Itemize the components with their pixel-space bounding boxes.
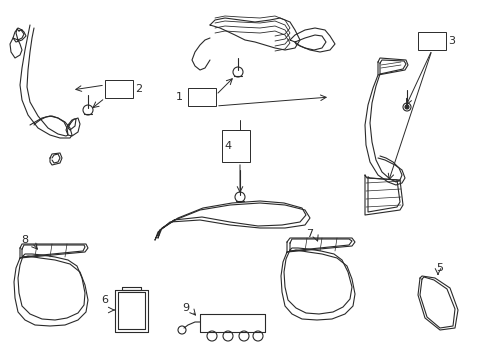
Text: 7: 7: [306, 229, 313, 239]
Text: 5: 5: [436, 263, 443, 273]
Text: 9: 9: [182, 303, 189, 313]
Bar: [105, 80, 133, 98]
Text: 1: 1: [176, 92, 183, 102]
Circle shape: [404, 105, 408, 109]
Text: 4: 4: [224, 141, 231, 151]
Bar: [187, 88, 216, 106]
Bar: [417, 32, 445, 50]
Text: 3: 3: [447, 36, 454, 46]
Bar: [222, 130, 249, 162]
Text: 2: 2: [135, 84, 142, 94]
Text: 8: 8: [21, 235, 28, 245]
Text: 6: 6: [101, 295, 108, 305]
